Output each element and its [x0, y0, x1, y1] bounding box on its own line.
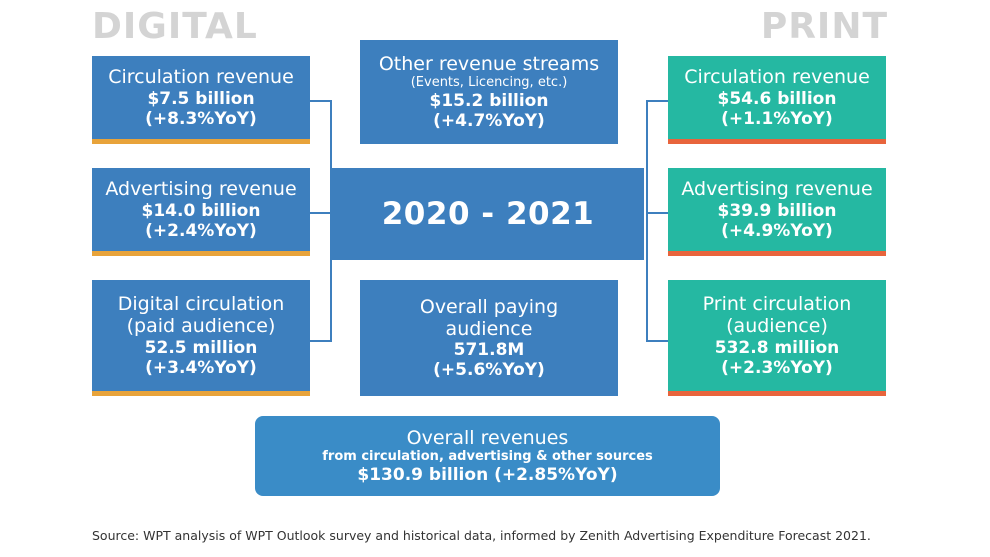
print-circulation-audience-box: Print circulation (audience) 532.8 milli…: [668, 280, 886, 396]
box-label-2: audience: [445, 317, 533, 340]
digital-advertising-revenue-box: Advertising revenue $14.0 billion (+2.4%…: [92, 168, 310, 256]
digital-connector-mid: [310, 212, 332, 214]
print-connector-vertical: [646, 100, 648, 342]
print-connector-top: [646, 100, 668, 102]
digital-connector-top: [310, 100, 332, 102]
box-label-2: (paid audience): [126, 315, 276, 338]
print-heading: PRINT: [760, 6, 888, 47]
digital-heading: DIGITAL: [92, 6, 258, 47]
box-value: $54.6 billion: [717, 88, 837, 109]
box-label-2: (audience): [726, 315, 828, 338]
print-circulation-revenue-box: Circulation revenue $54.6 billion (+1.1%…: [668, 56, 886, 144]
digital-connector-vertical: [330, 100, 332, 342]
digital-connector-bottom: [310, 340, 332, 342]
box-label: Advertising revenue: [105, 178, 297, 201]
box-change: (+4.9%YoY): [721, 220, 833, 241]
overall-paying-audience-box: Overall paying audience 571.8M (+5.6%YoY…: [360, 280, 618, 396]
box-sublabel: (Events, Licencing, etc.): [410, 75, 568, 91]
box-value: 52.5 million: [144, 337, 258, 358]
box-label: Circulation revenue: [684, 66, 870, 89]
box-change: (+3.4%YoY): [145, 357, 257, 378]
box-value: $14.0 billion: [141, 200, 261, 221]
box-value: $7.5 billion: [147, 88, 255, 109]
box-sublabel: from circulation, advertising & other so…: [322, 449, 653, 465]
overall-revenues-box: Overall revenues from circulation, adver…: [255, 416, 720, 496]
box-label: Circulation revenue: [108, 66, 294, 89]
box-value: $15.2 billion: [429, 90, 549, 111]
center-period-band: 2020 - 2021: [332, 168, 644, 260]
box-value: $130.9 billion (+2.85%YoY): [357, 465, 618, 485]
source-note: Source: WPT analysis of WPT Outlook surv…: [92, 528, 871, 543]
box-label: Overall paying: [419, 295, 559, 318]
print-connector-mid: [646, 212, 668, 214]
box-label: Print circulation: [702, 293, 852, 316]
digital-circulation-revenue-box: Circulation revenue $7.5 billion (+8.3%Y…: [92, 56, 310, 144]
print-connector-bottom: [646, 340, 668, 342]
box-change: (+1.1%YoY): [721, 108, 833, 129]
box-change: (+4.7%YoY): [433, 110, 545, 131]
box-change: (+2.4%YoY): [145, 220, 257, 241]
print-advertising-revenue-box: Advertising revenue $39.9 billion (+4.9%…: [668, 168, 886, 256]
box-value: 532.8 million: [714, 337, 840, 358]
box-value: 571.8M: [453, 340, 525, 361]
box-label: Advertising revenue: [681, 178, 873, 201]
digital-circulation-audience-box: Digital circulation (paid audience) 52.5…: [92, 280, 310, 396]
box-change: (+5.6%YoY): [433, 360, 545, 381]
box-label: Digital circulation: [117, 293, 285, 316]
box-value: $39.9 billion: [717, 200, 837, 221]
box-change: (+2.3%YoY): [721, 357, 833, 378]
box-label: Overall revenues: [406, 426, 569, 449]
box-label: Other revenue streams: [378, 53, 600, 76]
other-revenue-streams-box: Other revenue streams (Events, Licencing…: [360, 40, 618, 144]
box-change: (+8.3%YoY): [145, 108, 257, 129]
